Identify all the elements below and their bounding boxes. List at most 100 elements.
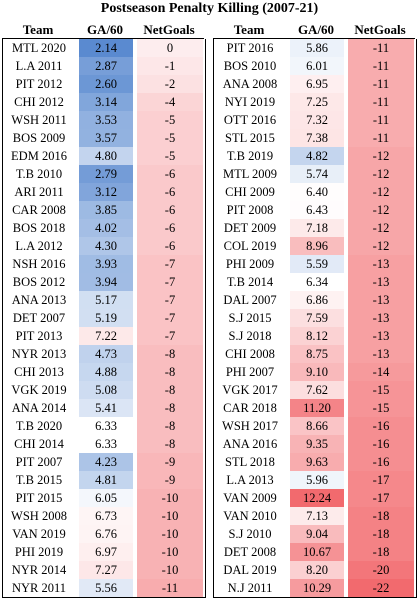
netgoals-cell: -10: [137, 543, 203, 561]
netgoals-cell: -11: [348, 39, 414, 57]
ga60-cell: 5.86: [290, 39, 344, 57]
table-row: ANA 2013 5.17 -7: [3, 291, 205, 309]
netgoals-cell: -13: [348, 255, 414, 273]
team-cell: T.B 2020: [15, 419, 63, 433]
ga60-cell: 6.43: [290, 201, 344, 219]
ga60-cell: 7.18: [290, 219, 344, 237]
table-header: Team GA/60 NetGoals: [213, 21, 415, 39]
team-cell: BOS 2012: [12, 275, 66, 289]
ga60-cell: 3.57: [79, 129, 133, 147]
table-row: DET 2007 5.19 -7: [3, 309, 205, 327]
team-cell: PIT 2013: [15, 329, 63, 343]
team-cell: VGK 2019: [11, 383, 67, 397]
netgoals-cell: -8: [137, 381, 203, 399]
team-cell: PIT 2007: [15, 455, 63, 469]
ga60-cell: 2.87: [79, 57, 133, 75]
team-cell: OTT 2016: [223, 113, 277, 127]
netgoals-cell: -10: [137, 489, 203, 507]
team-cell: S.J 2010: [228, 527, 272, 541]
netgoals-cell: -7: [137, 327, 203, 345]
ga60-cell: 5.74: [290, 165, 344, 183]
ga60-cell: 6.86: [290, 291, 344, 309]
netgoals-cell: -10: [137, 561, 203, 579]
netgoals-cell: -13: [348, 327, 414, 345]
team-cell: T.B 2015: [15, 473, 63, 487]
ga60-cell: 5.96: [290, 471, 344, 489]
table-row: STL 2018 9.63 -16: [214, 453, 416, 471]
ga60-cell: 10.29: [290, 579, 344, 597]
team-cell: CHI 2013: [14, 365, 64, 379]
header-ga60: GA/60: [86, 22, 124, 37]
netgoals-cell: -8: [137, 363, 203, 381]
team-cell: ANA 2016: [222, 437, 278, 451]
netgoals-cell: -6: [137, 219, 203, 237]
table-header: Team GA/60 NetGoals: [2, 21, 204, 39]
table-row: CAR 2008 3.85 -6: [3, 201, 205, 219]
table-row: PHI 2007 9.10 -14: [214, 363, 416, 381]
ga60-cell: 8.75: [290, 345, 344, 363]
netgoals-cell: -7: [137, 255, 203, 273]
team-cell: EDM 2016: [11, 149, 67, 163]
team-cell: ARI 2011: [14, 185, 64, 199]
team-cell: BOS 2010: [223, 59, 277, 73]
ga60-cell: 4.81: [79, 471, 133, 489]
table-row: NYR 2011 5.56 -11: [3, 579, 205, 597]
ga60-cell: 2.60: [79, 75, 133, 93]
team-cell: T.B 2019: [226, 149, 274, 163]
netgoals-cell: -8: [137, 345, 203, 363]
team-cell: DET 2009: [223, 221, 277, 235]
table-row: WSH 2008 6.73 -10: [3, 507, 205, 525]
netgoals-cell: -17: [348, 471, 414, 489]
team-cell: DET 2007: [12, 311, 66, 325]
team-cell: L.A 2011: [15, 59, 63, 73]
table-row: VAN 2019 6.76 -10: [3, 525, 205, 543]
ga60-cell: 6.73: [79, 507, 133, 525]
table-row: ANA 2008 6.95 -11: [214, 75, 416, 93]
team-cell: PIT 2015: [15, 491, 63, 505]
table-row: T.B 2015 4.81 -9: [3, 471, 205, 489]
table-row: T.B 2010 2.79 -6: [3, 165, 205, 183]
table-row: VAN 2010 7.13 -18: [214, 507, 416, 525]
netgoals-cell: -13: [348, 273, 414, 291]
header-team: Team: [22, 22, 54, 37]
ga60-cell: 7.22: [79, 327, 133, 345]
ga60-cell: 7.32: [290, 111, 344, 129]
netgoals-cell: -8: [137, 435, 203, 453]
team-cell: S.J 2018: [228, 329, 272, 343]
netgoals-cell: -7: [137, 291, 203, 309]
table-row: EDM 2016 4.80 -5: [3, 147, 205, 165]
table-row: L.A 2013 5.96 -17: [214, 471, 416, 489]
netgoals-cell: -17: [348, 489, 414, 507]
netgoals-cell: -18: [348, 507, 414, 525]
team-cell: T.B 2010: [15, 167, 63, 181]
table-row: NSH 2016 3.93 -7: [3, 255, 205, 273]
netgoals-cell: -5: [137, 147, 203, 165]
table-row: S.J 2015 7.59 -13: [214, 309, 416, 327]
netgoals-cell: -18: [348, 525, 414, 543]
team-cell: PHI 2019: [14, 545, 64, 559]
ga60-cell: 4.80: [79, 147, 133, 165]
ga60-cell: 4.73: [79, 345, 133, 363]
ga60-cell: 3.12: [79, 183, 133, 201]
table-row: VAN 2009 12.24 -17: [214, 489, 416, 507]
table-row: PHI 2009 5.59 -13: [214, 255, 416, 273]
ga60-cell: 8.96: [290, 237, 344, 255]
team-cell: WSH 2017: [222, 419, 278, 433]
table-row: N.J 2011 10.29 -22: [214, 579, 416, 597]
table-row: DAL 2007 6.86 -13: [214, 291, 416, 309]
ga60-cell: 4.23: [79, 453, 133, 471]
ga60-cell: 5.59: [290, 255, 344, 273]
ga60-cell: 6.33: [79, 417, 133, 435]
team-cell: WSH 2008: [11, 509, 67, 523]
ga60-cell: 5.17: [79, 291, 133, 309]
ga60-cell: 7.27: [79, 561, 133, 579]
table-row: S.J 2010 9.04 -18: [214, 525, 416, 543]
table-row: L.A 2012 4.30 -6: [3, 237, 205, 255]
table-row: MTL 2009 5.74 -12: [214, 165, 416, 183]
team-cell: T.B 2014: [226, 275, 274, 289]
header-ga60: GA/60: [297, 22, 335, 37]
team-cell: DAL 2019: [223, 563, 277, 577]
netgoals-cell: -13: [348, 309, 414, 327]
netgoals-cell: -12: [348, 147, 414, 165]
table-row: ARI 2011 3.12 -6: [3, 183, 205, 201]
